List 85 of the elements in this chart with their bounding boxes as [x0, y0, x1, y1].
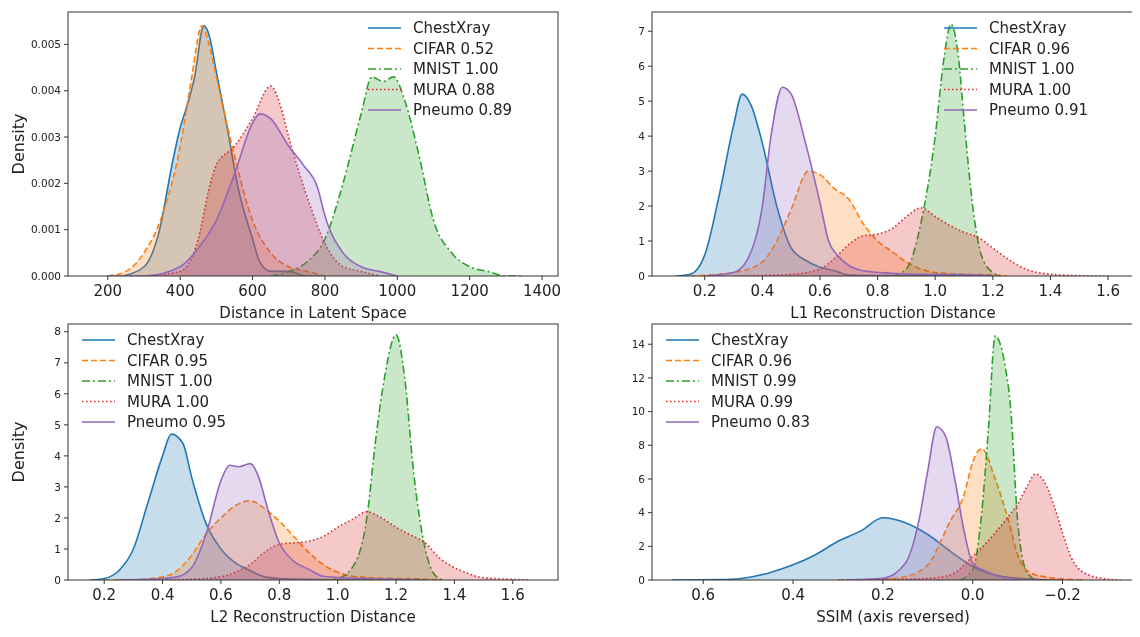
y-tick-label: 0	[54, 573, 61, 586]
y-tick-label: 7	[638, 24, 645, 37]
y-tick-label: 0.004	[30, 84, 62, 97]
legend-label: MURA 1.00	[989, 80, 1072, 99]
x-tick-label: 200	[93, 282, 123, 300]
legend-label: Pneumo 0.83	[711, 413, 810, 432]
legend-label: Pneumo 0.91	[989, 101, 1088, 120]
legend-label: Pneumo 0.89	[413, 101, 512, 120]
x-tick-label: 1.2	[384, 586, 408, 604]
x-tick-label: 0.4	[781, 586, 805, 604]
y-tick-label: 2	[54, 511, 61, 524]
y-tick-label: 0	[638, 573, 645, 586]
y-axis-title: Density	[9, 421, 28, 483]
x-tick-label: 1000	[378, 282, 417, 300]
x-tick-label: 0.4	[150, 586, 175, 604]
legend-label: MNIST 1.00	[413, 60, 499, 79]
legend-label: MURA 0.99	[711, 392, 794, 411]
y-tick-label: 0.003	[30, 130, 61, 143]
y-tick-label: 3	[54, 480, 61, 493]
legend-label: CIFAR 0.96	[989, 39, 1070, 58]
x-tick-label: 0.8	[267, 586, 292, 604]
legend-label: ChestXray	[413, 19, 491, 38]
x-tick-label: 1.6	[1096, 282, 1120, 300]
y-tick-label: 8	[54, 325, 61, 338]
y-tick-label: 2	[638, 539, 645, 552]
y-axis-title: Density	[9, 113, 28, 175]
x-tick-label: 1200	[450, 282, 489, 300]
legend-label: ChestXray	[127, 331, 205, 350]
x-axis-title: SSIM (axis reversed)	[816, 608, 970, 626]
x-tick-label: 800	[310, 282, 340, 300]
y-tick-label: 0.001	[30, 223, 61, 236]
y-tick-label: 14	[631, 337, 646, 350]
y-tick-label: 2	[638, 199, 645, 212]
y-tick-label: 4	[638, 129, 646, 142]
y-tick-label: 8	[638, 438, 645, 451]
x-tick-label: 1.6	[500, 586, 525, 604]
y-tick-label: 1	[54, 542, 61, 555]
legend-label: CIFAR 0.52	[413, 39, 494, 58]
y-tick-label: 5	[638, 94, 645, 107]
y-tick-label: 0.005	[30, 38, 61, 51]
legend-label: Pneumo 0.95	[127, 413, 226, 432]
x-tick-label: 1.0	[325, 586, 350, 604]
x-tick-label: 0.8	[865, 282, 890, 300]
x-tick-label: −0.2	[1044, 586, 1081, 604]
y-tick-label: 4	[54, 449, 62, 462]
x-tick-label: 1.0	[923, 282, 948, 300]
x-tick-label: 0.4	[750, 282, 775, 300]
y-tick-label: 5	[54, 418, 61, 431]
y-tick-label: 12	[631, 371, 645, 384]
x-axis-title: Distance in Latent Space	[219, 304, 407, 322]
y-tick-label: 6	[54, 387, 62, 400]
y-tick-label: 4	[638, 506, 646, 519]
legend-label: MNIST 1.00	[127, 372, 213, 391]
y-tick-label: 10	[631, 405, 645, 418]
x-tick-label: 1.4	[1038, 282, 1063, 300]
legend-label: MNIST 0.99	[711, 372, 797, 391]
y-tick-label: 6	[638, 472, 646, 485]
y-tick-label: 0	[638, 269, 645, 282]
x-tick-label: 0.6	[208, 586, 233, 604]
x-tick-label: 0.6	[691, 586, 716, 604]
x-tick-label: 400	[165, 282, 195, 300]
legend-label: MURA 0.88	[413, 80, 496, 99]
legend-label: MNIST 1.00	[989, 60, 1075, 79]
legend-label: ChestXray	[711, 331, 789, 350]
y-tick-label: 0.000	[30, 269, 61, 282]
legend-label: ChestXray	[989, 19, 1067, 38]
x-tick-label: 1.2	[980, 282, 1005, 300]
x-tick-label: 0.2	[692, 282, 717, 300]
y-tick-label: 1	[638, 234, 645, 247]
y-tick-label: 6	[638, 59, 646, 72]
legend-label: CIFAR 0.95	[127, 351, 208, 370]
legend-label: CIFAR 0.96	[711, 351, 792, 370]
x-tick-label: 1.4	[442, 586, 467, 604]
x-axis-title: L2 Reconstruction Distance	[210, 608, 416, 626]
x-tick-label: 0.0	[960, 586, 985, 604]
y-tick-label: 0.002	[30, 177, 61, 190]
legend-label: MURA 1.00	[127, 392, 210, 411]
x-tick-label: 0.6	[808, 282, 832, 300]
x-tick-label: 0.2	[92, 586, 117, 604]
x-tick-label: 600	[238, 282, 267, 300]
x-tick-label: 1400	[522, 282, 562, 300]
y-tick-label: 3	[638, 164, 645, 177]
y-tick-label: 7	[54, 356, 61, 369]
x-tick-label: 0.2	[870, 586, 895, 604]
x-axis-title: L1 Reconstruction Distance	[790, 304, 996, 322]
